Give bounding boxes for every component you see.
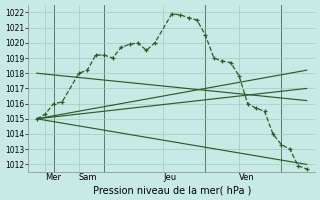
X-axis label: Pression niveau de la mer( hPa ): Pression niveau de la mer( hPa )	[92, 185, 251, 195]
